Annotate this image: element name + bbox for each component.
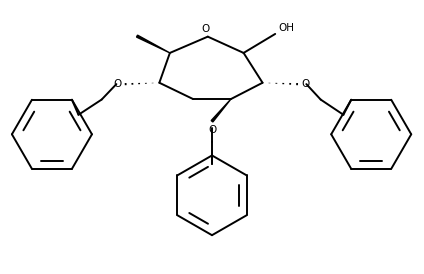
Text: O: O <box>113 79 121 89</box>
Polygon shape <box>211 99 231 122</box>
Polygon shape <box>137 35 170 53</box>
Text: O: O <box>201 24 210 34</box>
Text: O: O <box>209 124 217 135</box>
Text: OH: OH <box>279 22 295 33</box>
Text: O: O <box>301 79 310 89</box>
